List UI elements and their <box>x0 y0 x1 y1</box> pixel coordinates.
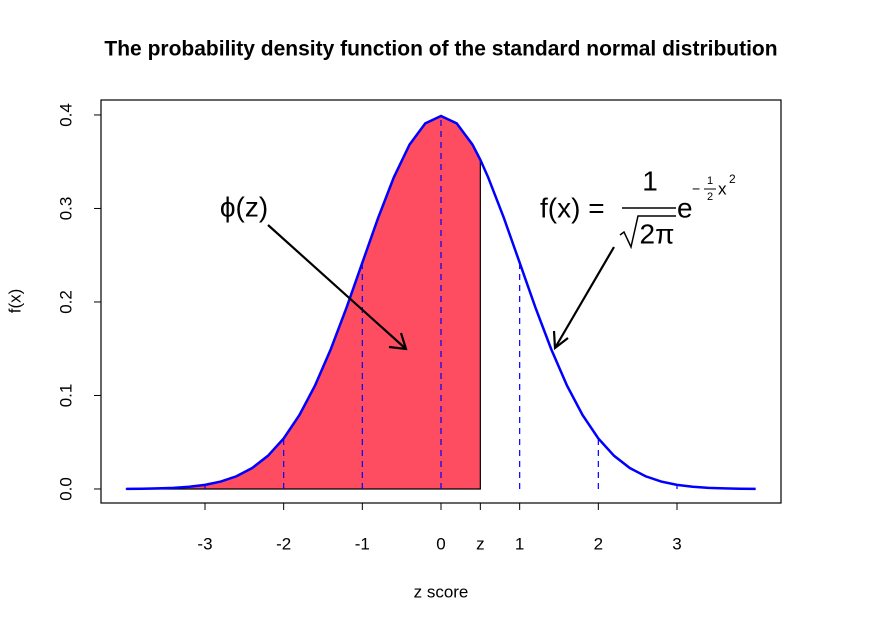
x-tick-label: 0 <box>436 534 445 553</box>
formula-base: e <box>677 192 693 223</box>
formula-exp-power: 2 <box>729 172 736 186</box>
formula-exp-sign: − <box>692 181 700 197</box>
density-curve <box>126 114 756 491</box>
formula-exp-num: 1 <box>707 175 713 187</box>
annotation-phi: ϕ(z) <box>220 191 268 222</box>
x-tick-label: -2 <box>276 534 291 553</box>
arrow <box>267 224 615 351</box>
y-tick-label: 0.4 <box>56 103 75 127</box>
formula-lhs: f(x) = <box>540 192 605 223</box>
x-tick-label: -3 <box>197 534 212 553</box>
y-tick-label: 0.2 <box>56 290 75 314</box>
x-tick-label: z <box>476 534 485 553</box>
formula-exp-var: x <box>718 179 727 198</box>
y-tick-label: 0.3 <box>56 197 75 221</box>
shaded-area <box>125 115 481 490</box>
sqrt-sign <box>619 215 676 250</box>
x-axis-label: z score <box>414 582 469 601</box>
chart-title: The probability density function of the … <box>104 38 777 61</box>
x-tick-label: -1 <box>355 534 370 553</box>
formula-numerator: 1 <box>642 165 658 196</box>
formula-exp-den: 2 <box>707 191 713 203</box>
y-axis-label: f(x) <box>5 289 24 314</box>
formula-denominator: 2π <box>640 218 675 249</box>
x-tick-label: 2 <box>594 534 603 553</box>
y-tick-label: 0.1 <box>56 384 75 408</box>
plot-area <box>125 114 756 491</box>
x-tick-label: 3 <box>672 534 681 553</box>
y-tick-label: 0.0 <box>56 477 75 501</box>
x-tick-label: 1 <box>515 534 524 553</box>
